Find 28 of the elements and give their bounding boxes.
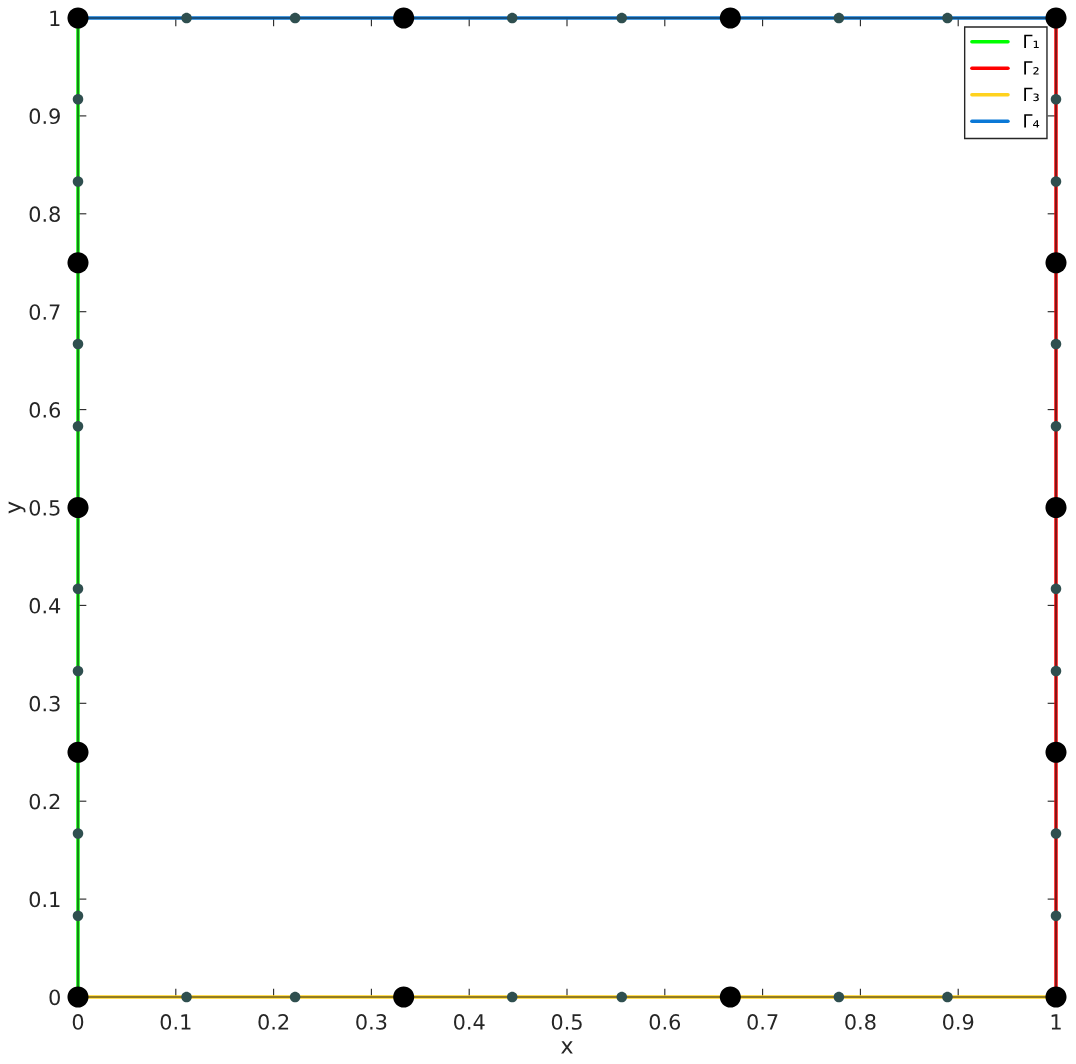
legend-label: Γ₄ [1024, 114, 1040, 128]
x-tick-label: 1 [1051, 1014, 1061, 1030]
x-tick-label: 0.8 [845, 1014, 876, 1030]
x-axis-title: x [561, 1041, 573, 1054]
y-tick-label: 1 [50, 10, 60, 26]
y-tick-label: 0.2 [29, 793, 60, 810]
x-tick-label: 0.5 [551, 1014, 582, 1030]
y-tick-label: 0.6 [29, 402, 61, 418]
x-tick-label: 0.6 [649, 1014, 681, 1030]
legend-label: Γ₂ [1024, 61, 1039, 75]
x-tick-label: 0.9 [943, 1014, 974, 1030]
y-tick-label: 0.8 [29, 206, 60, 223]
y-tick-label: 0.9 [29, 108, 60, 125]
x-tick-label: 0 [72, 1014, 84, 1030]
y-tick-label: 0 [49, 989, 60, 1006]
y-tick-label: 0.1 [29, 891, 60, 908]
x-tick-label: 0.1 [160, 1014, 191, 1030]
y-tick-label: 0.4 [29, 597, 61, 614]
legend-label: Γ₁ [1024, 34, 1039, 49]
y-tick-label: 0.5 [29, 499, 60, 516]
y-axis-title: y [8, 501, 26, 514]
y-tick-label: 0.7 [29, 304, 60, 320]
x-tick-label: 0.2 [258, 1014, 289, 1030]
x-tick-label: 0.7 [747, 1014, 778, 1030]
x-tick-label: 0.4 [454, 1014, 485, 1030]
x-tick-label: 0.3 [356, 1014, 387, 1030]
y-tick-label: 0.3 [29, 695, 60, 712]
legend-label: Γ₃ [1024, 87, 1039, 102]
